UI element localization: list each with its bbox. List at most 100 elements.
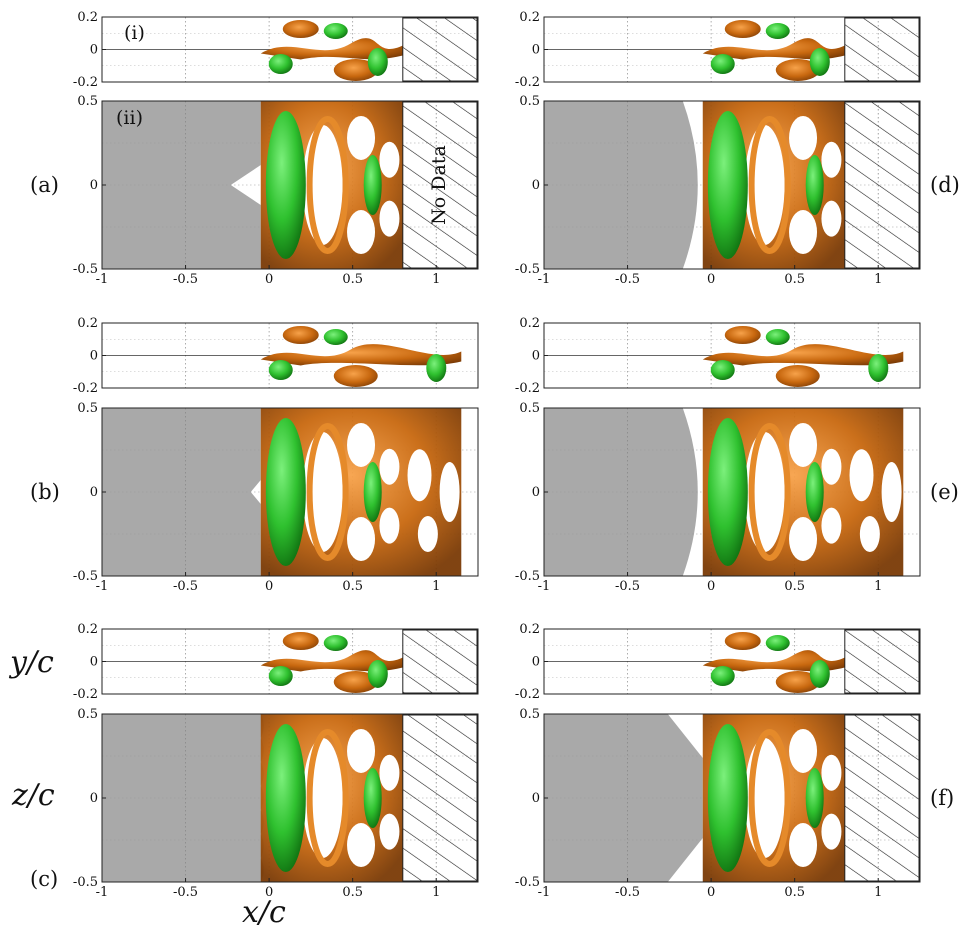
wake-gap	[379, 754, 400, 791]
vortex-secondary-green	[805, 768, 824, 828]
y-tick-label: -0.2	[73, 687, 98, 702]
y-tick-label: 0	[90, 655, 98, 670]
y-tick-label: 0	[532, 349, 540, 364]
body-silhouette	[102, 101, 261, 269]
no-data-hatch-top	[844, 629, 920, 694]
vortex-core-orange	[260, 38, 403, 60]
x-tick-label: 0.5	[342, 579, 363, 594]
x-tick-label: 1	[874, 579, 882, 594]
wake-gap	[347, 517, 376, 562]
y-tick-label: 0.2	[77, 622, 98, 637]
no-data-hatch-bottom	[844, 714, 920, 882]
wake-gap	[379, 813, 400, 850]
vortex-blob-green	[268, 360, 293, 380]
no-data-hatch-bottom	[402, 714, 478, 882]
panel-label-d: (d)	[930, 173, 960, 197]
vortex-primary-green	[265, 111, 306, 259]
y-tick-label: -0.2	[515, 381, 540, 396]
x-tick-label: -1	[96, 272, 109, 287]
x-tick-label: -0.5	[173, 579, 198, 594]
z-tick-label: -0.5	[515, 262, 540, 277]
panel-b: 0.20-0.20.50-0.5-1 -0.5 0 0.5 1(b)	[30, 316, 479, 594]
vortex-blob-green	[765, 329, 790, 345]
vortex-blob-green	[868, 354, 889, 382]
vortex-blob-orange	[724, 326, 761, 344]
z-tick-label: 0	[90, 485, 98, 500]
wake-gap	[347, 728, 376, 773]
panel-grid: 0.20-0.20.50-0.5-1 -0.5 0 0.5 1(a)(i)(ii)No …	[30, 10, 960, 900]
wake-gap	[417, 516, 438, 552]
vortex-blob-orange	[282, 326, 319, 344]
panel-label-c: (c)	[30, 867, 58, 891]
y-tick-label: 0.2	[519, 316, 540, 331]
no-data-label: No Data	[428, 145, 450, 225]
x-tick-label: -1	[538, 885, 551, 900]
vortex-blob-orange	[724, 20, 761, 38]
panel-label-f: (f)	[930, 786, 954, 810]
vortex-primary-green	[707, 418, 748, 566]
vortex-secondary-green	[363, 462, 382, 522]
vortex-core-orange	[702, 38, 845, 60]
x-tick-label: 1	[874, 272, 882, 287]
vortex-blob-orange	[775, 365, 820, 387]
y-tick-label: 0.2	[519, 10, 540, 25]
wake-gap	[439, 462, 460, 522]
vortex-blob-orange	[775, 59, 820, 81]
x-tick-label: 1	[874, 885, 882, 900]
x-tick-label: -0.5	[615, 885, 640, 900]
x-tick-label: 0.5	[342, 272, 363, 287]
x-tick-label: -1	[538, 272, 551, 287]
vortex-blob-orange	[282, 20, 319, 38]
vortex-ring-orange	[748, 729, 791, 867]
panel-d: 0.20-0.20.50-0.5-1 -0.5 0 0.5 1(d)	[515, 10, 960, 287]
z-tick-label: 0.5	[519, 401, 540, 416]
z-tick-label: -0.5	[73, 569, 98, 584]
panel-label-b: (b)	[30, 480, 60, 504]
wake-gap	[859, 516, 880, 552]
y-tick-label: -0.2	[73, 75, 98, 90]
wake-gap	[821, 141, 842, 178]
x-tick-label: 0	[707, 272, 715, 287]
x-tick-label: -0.5	[173, 272, 198, 287]
y-tick-label: 0.2	[77, 10, 98, 25]
vortex-blob-green	[268, 666, 293, 686]
z-tick-label: 0.5	[519, 707, 540, 722]
vortex-blob-orange	[333, 59, 378, 81]
wake-gap	[789, 823, 818, 868]
y-tick-label: -0.2	[73, 381, 98, 396]
vortex-blob-green	[710, 54, 735, 74]
x-axis-label: x/c	[242, 895, 286, 929]
wake-gap	[347, 422, 376, 467]
z-tick-label: 0.5	[77, 707, 98, 722]
wake-gap	[789, 422, 818, 467]
vortex-blob-green	[765, 635, 790, 651]
vortex-secondary-green	[363, 155, 382, 215]
wake-gap	[821, 507, 842, 544]
vortex-secondary-green	[805, 462, 824, 522]
x-tick-label: 0	[265, 885, 273, 900]
vortex-core-orange	[702, 344, 904, 366]
no-data-hatch-top	[844, 17, 920, 82]
z-tick-label: -0.5	[515, 875, 540, 890]
wake-gap	[881, 462, 902, 522]
x-tick-label: 0.5	[784, 579, 805, 594]
no-data-hatch-top	[402, 629, 478, 694]
y-tick-label: 0	[532, 655, 540, 670]
panel-label-a: (a)	[30, 173, 59, 197]
no-data-hatch-bottom	[844, 101, 920, 269]
z-tick-label: 0	[532, 178, 540, 193]
vortex-blob-orange	[333, 671, 378, 693]
vortex-blob-orange	[775, 671, 820, 693]
body-silhouette	[544, 714, 703, 882]
vortex-ring-orange	[748, 116, 791, 254]
wake-gap	[821, 448, 842, 485]
wake-gap	[379, 200, 400, 237]
no-data-hatch-bottom	[402, 101, 478, 269]
x-tick-label: 1	[432, 579, 440, 594]
z-tick-label: 0.5	[519, 94, 540, 109]
x-tick-label: 0.5	[784, 272, 805, 287]
subplot-label-ii: (ii)	[116, 107, 143, 129]
no-data-hatch-top	[402, 17, 478, 82]
vortex-ring-orange	[306, 116, 349, 254]
